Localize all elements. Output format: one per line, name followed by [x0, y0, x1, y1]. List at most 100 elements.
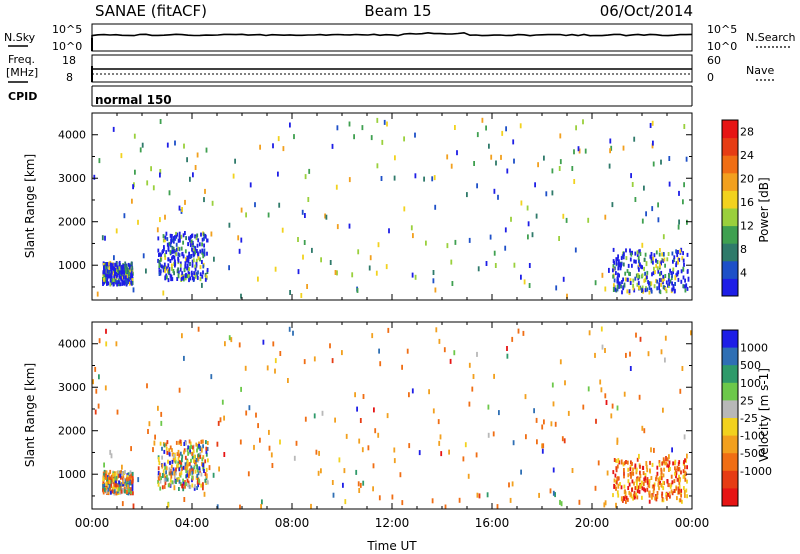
velocity-cell — [468, 362, 471, 368]
velocity-cell — [653, 486, 655, 491]
power-cell — [628, 289, 631, 294]
power-cell — [356, 287, 359, 293]
power-cell — [432, 278, 435, 284]
velocity-cell — [274, 358, 277, 364]
power-cell — [237, 235, 240, 241]
power-cell — [204, 234, 207, 239]
velocity-cell — [646, 480, 649, 485]
power-cell — [234, 158, 236, 164]
velocity-cell — [115, 483, 118, 488]
velocity-cell — [449, 358, 452, 364]
power-cell — [145, 268, 147, 274]
velocity-cell — [187, 462, 190, 467]
power-cell — [574, 247, 577, 253]
power-cell — [655, 278, 657, 283]
velocity-cell — [190, 465, 193, 470]
velocity-cell — [166, 477, 169, 482]
velocity-cell — [614, 473, 617, 478]
power-cell — [650, 281, 653, 286]
power-cell — [664, 274, 667, 278]
velocity-cell — [633, 490, 636, 495]
power-cell — [245, 212, 247, 218]
power-cell — [631, 182, 634, 187]
velocity-cell — [559, 499, 561, 505]
velocity-cell — [630, 460, 632, 465]
velocity-cell — [453, 350, 456, 356]
power-cell — [646, 270, 649, 275]
power-cell — [158, 264, 161, 268]
power-cell — [156, 227, 159, 233]
velocity-cell — [361, 447, 364, 453]
velocity-cell — [181, 454, 184, 459]
velocity-cell — [683, 434, 686, 440]
power-cell — [687, 276, 690, 282]
power-cell — [128, 272, 130, 276]
velocity-cell — [631, 461, 633, 466]
velocity-cell — [178, 487, 180, 491]
velocity-cell — [192, 445, 194, 450]
power-cell — [625, 248, 627, 253]
velocity-cell — [372, 463, 375, 469]
power-cell — [194, 250, 197, 255]
velocity-cell — [620, 496, 623, 502]
velocity-colorbar-tick: 500 — [740, 359, 761, 372]
power-colorbar-swatch — [722, 278, 738, 297]
power-cell — [654, 270, 656, 275]
velocity-cell — [536, 439, 538, 445]
power-cell — [186, 266, 188, 271]
velocity-cell — [198, 466, 201, 471]
power-cell — [114, 267, 116, 272]
velocity-cell — [678, 466, 681, 471]
velocity-cell — [343, 468, 346, 474]
x-tick-label: 00:00 — [675, 516, 710, 530]
power-cell — [640, 264, 642, 269]
velocity-cell — [196, 480, 199, 485]
velocity-cell — [119, 483, 122, 488]
power-cell — [495, 160, 497, 166]
velocity-cell — [108, 479, 111, 484]
velocity-cell — [685, 458, 687, 463]
power-cell — [122, 266, 124, 271]
power-cell — [652, 256, 654, 261]
power-cell — [633, 259, 636, 264]
velocity-cell — [164, 481, 167, 485]
velocity-cell — [199, 445, 202, 450]
power-cell — [612, 268, 614, 273]
velocity-cell — [623, 474, 625, 479]
velocity-cell — [123, 486, 126, 491]
power-cell — [182, 254, 185, 259]
velocity-cell — [105, 490, 108, 495]
velocity-cell — [535, 417, 538, 423]
power-cell — [653, 266, 655, 271]
velocity-cell — [187, 445, 190, 450]
velocity-cell — [588, 330, 591, 336]
power-cell — [648, 281, 650, 286]
velocity-cell — [160, 420, 163, 426]
power-cell — [172, 246, 175, 251]
power-cell — [618, 262, 621, 267]
power-cell — [450, 259, 453, 265]
power-cell — [249, 182, 252, 188]
power-cell — [615, 288, 618, 293]
velocity-cell — [630, 471, 633, 476]
velocity-cell — [669, 484, 672, 489]
velocity-cell — [468, 401, 471, 407]
power-cell — [158, 272, 161, 276]
power-cell — [432, 270, 435, 275]
velocity-cell — [205, 452, 208, 457]
velocity-cell — [178, 467, 181, 472]
power-cell — [476, 132, 479, 138]
velocity-cell — [656, 491, 659, 495]
power-cell — [178, 253, 181, 258]
velocity-cell — [627, 497, 629, 502]
power-cell — [559, 159, 562, 165]
velocity-cell — [665, 456, 667, 461]
power-cell — [632, 278, 635, 283]
velocity-cell — [650, 447, 652, 453]
power-cell — [658, 282, 661, 287]
power-cell — [169, 250, 172, 255]
velocity-cell — [506, 346, 508, 351]
velocity-cell — [163, 443, 166, 448]
power-cell — [673, 255, 676, 260]
